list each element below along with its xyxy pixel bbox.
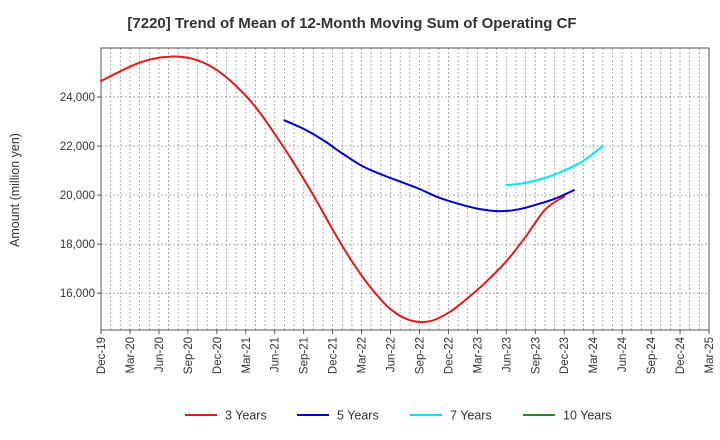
- plot-frame: [100, 47, 710, 331]
- x-tick-label: Sep-21: [299, 337, 311, 374]
- legend-label-3-years: 3 Years: [225, 409, 267, 423]
- x-tick-label: Dec-22: [443, 337, 455, 374]
- x-tick-label: Mar-21: [241, 337, 253, 373]
- x-tick-label: Sep-22: [415, 337, 427, 374]
- x-tick-label: Dec-21: [328, 337, 340, 374]
- x-tick-label: Jun-24: [617, 336, 629, 372]
- legend: 3 Years 5 Years 7 Years 10 Years: [185, 409, 612, 423]
- x-tick-label: Jun-20: [154, 337, 166, 372]
- x-tick-label: Sep-24: [646, 336, 658, 374]
- legend-label-7-years: 7 Years: [450, 409, 492, 423]
- y-tick-label: 18,000: [60, 239, 95, 251]
- x-tick-label: Sep-23: [530, 337, 542, 374]
- y-tick-label: 22,000: [60, 141, 95, 153]
- x-tick-label: Mar-23: [472, 337, 484, 373]
- y-tick-label: 24,000: [60, 92, 95, 104]
- legend-label-10-years: 10 Years: [563, 409, 612, 423]
- x-tick-label: Mar-20: [125, 337, 137, 373]
- series-lines: [100, 55, 604, 324]
- x-tick-label: Jun-23: [501, 337, 513, 372]
- x-tick-label: Mar-25: [704, 337, 716, 373]
- series-line-3-years: [100, 55, 566, 324]
- y-axis-ticks: 16,000 18,000 20,000 22,000 24,000: [60, 92, 101, 300]
- grid: [101, 48, 709, 330]
- y-tick-label: 16,000: [60, 288, 95, 300]
- x-tick-label: Dec-24: [675, 336, 687, 374]
- x-tick-label: Mar-24: [588, 336, 600, 373]
- x-axis-ticks: Dec-19 Mar-20 Jun-20 Sep-20 Dec-20 Mar-21 Jun-…: [96, 330, 716, 374]
- y-axis-label: Amount (million yen): [8, 133, 22, 247]
- x-tick-label: Dec-19: [96, 337, 108, 374]
- x-tick-label: Dec-23: [559, 337, 571, 374]
- x-tick-label: Sep-20: [183, 337, 195, 374]
- series-line-5-years: [283, 119, 575, 213]
- legend-label-5-years: 5 Years: [337, 409, 379, 423]
- y-tick-label: 20,000: [60, 190, 95, 202]
- chart-title: [7220] Trend of Mean of 12-Month Moving …: [127, 15, 576, 32]
- x-tick-label: Dec-20: [212, 337, 224, 374]
- x-tick-label: Mar-22: [357, 337, 369, 373]
- series-line-7-years: [505, 145, 604, 187]
- x-tick-label: Jun-22: [386, 337, 398, 372]
- x-tick-label: Jun-21: [270, 337, 282, 372]
